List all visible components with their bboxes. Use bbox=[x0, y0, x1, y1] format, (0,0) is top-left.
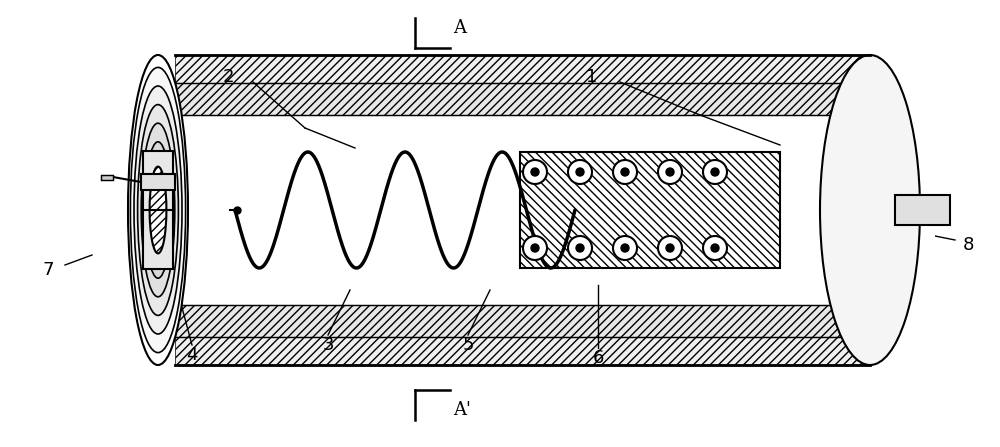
Bar bbox=[101, 175, 113, 180]
Text: 4: 4 bbox=[186, 346, 198, 364]
Circle shape bbox=[568, 160, 592, 184]
Text: 1: 1 bbox=[586, 68, 598, 86]
Bar bbox=[141, 174, 175, 190]
Text: 8: 8 bbox=[962, 236, 974, 254]
Circle shape bbox=[531, 244, 539, 252]
Circle shape bbox=[576, 168, 584, 176]
Circle shape bbox=[621, 168, 629, 176]
Circle shape bbox=[523, 236, 547, 260]
Circle shape bbox=[613, 160, 637, 184]
Text: 2: 2 bbox=[222, 68, 234, 86]
Ellipse shape bbox=[145, 142, 171, 278]
Bar bbox=[865, 55, 935, 365]
Text: A: A bbox=[453, 19, 466, 37]
Text: 3: 3 bbox=[322, 336, 334, 354]
Text: 6: 6 bbox=[592, 349, 604, 367]
Ellipse shape bbox=[150, 167, 166, 253]
Ellipse shape bbox=[148, 160, 168, 260]
Ellipse shape bbox=[141, 123, 175, 297]
Ellipse shape bbox=[134, 86, 182, 334]
Circle shape bbox=[576, 244, 584, 252]
Circle shape bbox=[658, 236, 682, 260]
Text: A': A' bbox=[453, 401, 471, 419]
Ellipse shape bbox=[138, 105, 178, 316]
Bar bbox=[143, 151, 173, 269]
Circle shape bbox=[531, 168, 539, 176]
Ellipse shape bbox=[130, 67, 186, 353]
Ellipse shape bbox=[820, 55, 920, 365]
Circle shape bbox=[523, 160, 547, 184]
Circle shape bbox=[568, 236, 592, 260]
Text: 7: 7 bbox=[42, 261, 54, 279]
Circle shape bbox=[711, 168, 719, 176]
Bar bbox=[175, 337, 870, 365]
Circle shape bbox=[703, 236, 727, 260]
Text: 5: 5 bbox=[462, 336, 474, 354]
Ellipse shape bbox=[128, 55, 188, 365]
Circle shape bbox=[711, 244, 719, 252]
Bar bbox=[175, 305, 870, 337]
Circle shape bbox=[621, 244, 629, 252]
Bar bbox=[175, 83, 870, 115]
Bar bbox=[175, 55, 870, 83]
Bar bbox=[895, 195, 950, 225]
Circle shape bbox=[666, 244, 674, 252]
Circle shape bbox=[666, 168, 674, 176]
Circle shape bbox=[703, 160, 727, 184]
Circle shape bbox=[658, 160, 682, 184]
Circle shape bbox=[613, 236, 637, 260]
Bar bbox=[520, 152, 780, 268]
Bar bbox=[175, 115, 870, 305]
